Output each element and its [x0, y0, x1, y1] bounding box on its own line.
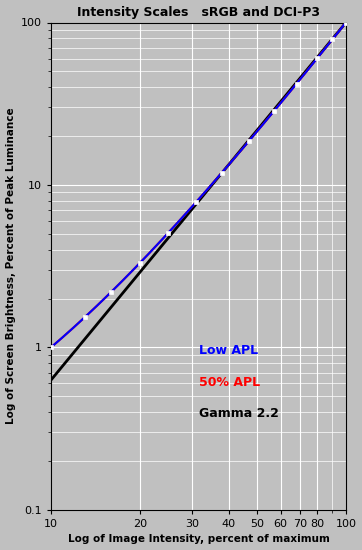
Text: 50% APL: 50% APL: [198, 376, 260, 389]
Y-axis label: Log of Screen Brightness, Percent of Peak Luminance: Log of Screen Brightness, Percent of Pea…: [5, 108, 16, 425]
Text: Gamma 2.2: Gamma 2.2: [198, 407, 278, 420]
Text: Low APL: Low APL: [198, 344, 258, 357]
X-axis label: Log of Image Intensity, percent of maximum: Log of Image Intensity, percent of maxim…: [68, 535, 329, 544]
Title: Intensity Scales   sRGB and DCI-P3: Intensity Scales sRGB and DCI-P3: [77, 6, 320, 19]
